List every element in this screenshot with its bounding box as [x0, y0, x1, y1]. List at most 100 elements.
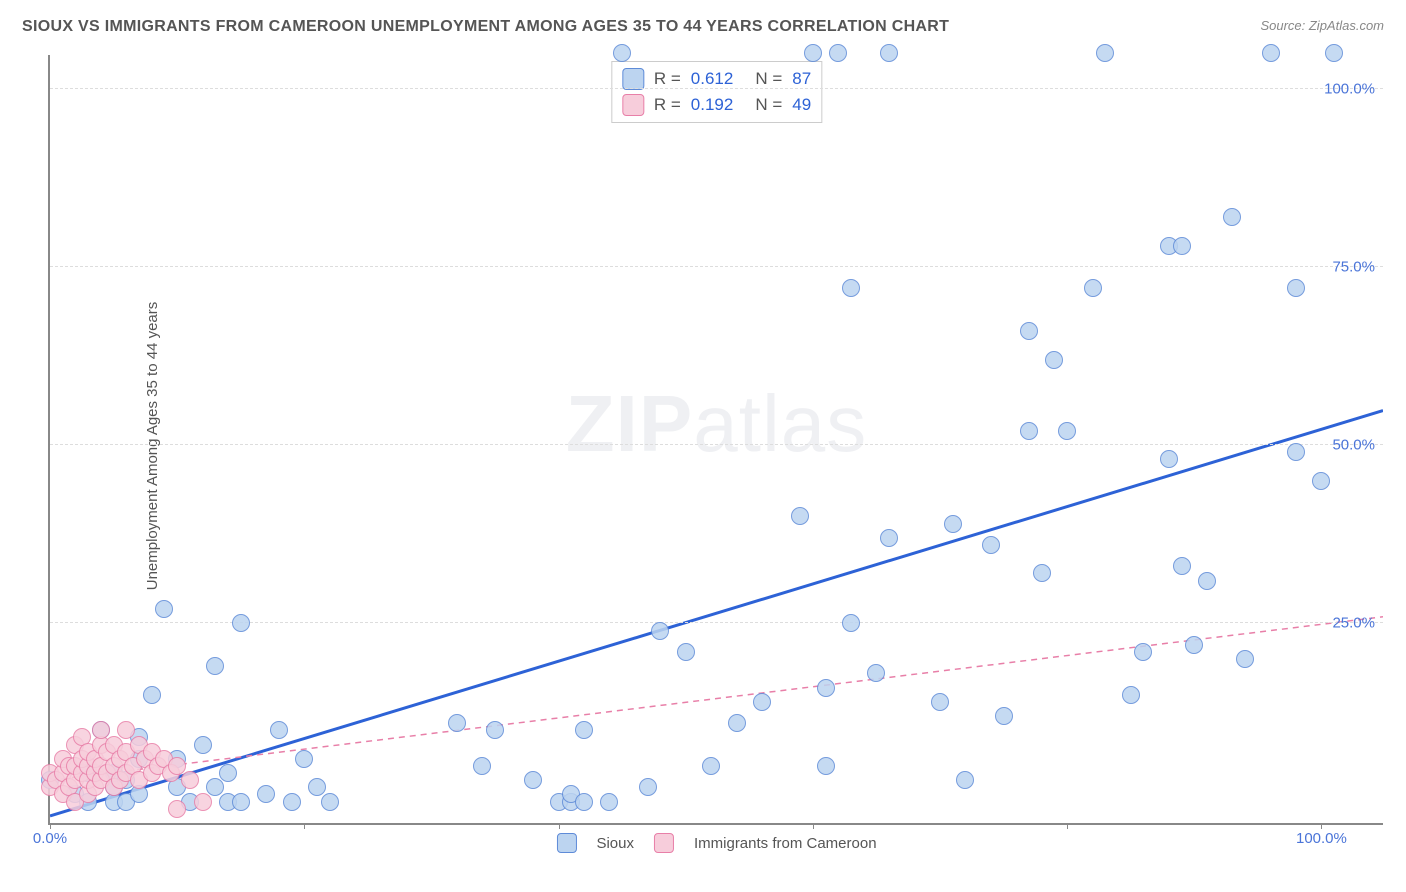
stat-row: R = 0.192 N = 49 — [622, 92, 811, 118]
gridline — [50, 88, 1383, 89]
stat-n-value: 87 — [792, 69, 811, 89]
data-point — [181, 771, 199, 789]
correlation-stat-box: R = 0.612 N = 87 R = 0.192 N = 49 — [611, 61, 822, 123]
data-point — [1033, 564, 1051, 582]
data-point — [1198, 572, 1216, 590]
data-point — [1325, 44, 1343, 62]
y-tick-label: 75.0% — [1332, 258, 1375, 275]
gridline — [50, 444, 1383, 445]
x-tick — [559, 823, 560, 829]
data-point — [944, 515, 962, 533]
chart-title: SIOUX VS IMMIGRANTS FROM CAMEROON UNEMPL… — [22, 18, 949, 36]
data-point — [168, 800, 186, 818]
data-point — [1020, 422, 1038, 440]
data-point — [1173, 237, 1191, 255]
y-tick-label: 100.0% — [1324, 80, 1375, 97]
stat-r-label: R = — [654, 95, 681, 115]
data-point — [842, 614, 860, 632]
data-point — [702, 757, 720, 775]
data-point — [982, 536, 1000, 554]
data-point — [880, 44, 898, 62]
data-point — [575, 793, 593, 811]
data-point — [956, 771, 974, 789]
trend-lines — [50, 55, 1383, 823]
series-swatch — [622, 94, 644, 116]
data-point — [232, 614, 250, 632]
data-point — [1096, 44, 1114, 62]
watermark-bold: ZIP — [566, 379, 693, 468]
data-point — [995, 707, 1013, 725]
data-point — [486, 721, 504, 739]
data-point — [1134, 643, 1152, 661]
data-point — [880, 529, 898, 547]
data-point — [1122, 686, 1140, 704]
data-point — [295, 750, 313, 768]
stat-n-label: N = — [755, 95, 782, 115]
data-point — [639, 778, 657, 796]
watermark-light: atlas — [693, 379, 867, 468]
legend-swatch — [654, 833, 674, 853]
x-tick — [813, 823, 814, 829]
data-point — [804, 44, 822, 62]
data-point — [155, 600, 173, 618]
stat-n-label: N = — [755, 69, 782, 89]
data-point — [1173, 557, 1191, 575]
data-point — [1058, 422, 1076, 440]
data-point — [321, 793, 339, 811]
trend-line — [50, 411, 1383, 816]
data-point — [448, 714, 466, 732]
stat-r-value: 0.612 — [691, 69, 734, 89]
data-point — [1312, 472, 1330, 490]
data-point — [206, 657, 224, 675]
stat-n-value: 49 — [792, 95, 811, 115]
data-point — [1223, 208, 1241, 226]
data-point — [194, 793, 212, 811]
x-tick — [1321, 823, 1322, 829]
data-point — [791, 507, 809, 525]
plot-area: ZIPatlas R = 0.612N = 87R = 0.192N = 49 … — [48, 55, 1383, 825]
legend-label: Immigrants from Cameroon — [694, 835, 877, 852]
data-point — [1045, 351, 1063, 369]
legend-label: Sioux — [596, 835, 634, 852]
data-point — [575, 721, 593, 739]
stat-r-value: 0.192 — [691, 95, 734, 115]
data-point — [1185, 636, 1203, 654]
data-point — [257, 785, 275, 803]
data-point — [270, 721, 288, 739]
legend-swatch — [556, 833, 576, 853]
data-point — [143, 686, 161, 704]
x-tick — [1067, 823, 1068, 829]
data-point — [867, 664, 885, 682]
x-tick — [304, 823, 305, 829]
data-point — [1020, 322, 1038, 340]
data-point — [1160, 450, 1178, 468]
data-point — [829, 44, 847, 62]
gridline — [50, 622, 1383, 623]
data-point — [677, 643, 695, 661]
data-point — [817, 757, 835, 775]
data-point — [931, 693, 949, 711]
data-point — [283, 793, 301, 811]
data-point — [753, 693, 771, 711]
watermark: ZIPatlas — [566, 378, 867, 470]
trend-line — [50, 617, 1383, 781]
data-point — [1287, 443, 1305, 461]
source-attribution: Source: ZipAtlas.com — [1260, 18, 1384, 33]
legend: Sioux Immigrants from Cameroon — [556, 833, 876, 853]
data-point — [613, 44, 631, 62]
data-point — [651, 622, 669, 640]
data-point — [194, 736, 212, 754]
stat-r-label: R = — [654, 69, 681, 89]
data-point — [1287, 279, 1305, 297]
data-point — [817, 679, 835, 697]
y-tick-label: 25.0% — [1332, 615, 1375, 632]
data-point — [219, 764, 237, 782]
y-tick-label: 50.0% — [1332, 437, 1375, 454]
gridline — [50, 266, 1383, 267]
data-point — [1236, 650, 1254, 668]
data-point — [728, 714, 746, 732]
data-point — [524, 771, 542, 789]
data-point — [473, 757, 491, 775]
x-tick-label: 100.0% — [1296, 830, 1347, 847]
data-point — [600, 793, 618, 811]
